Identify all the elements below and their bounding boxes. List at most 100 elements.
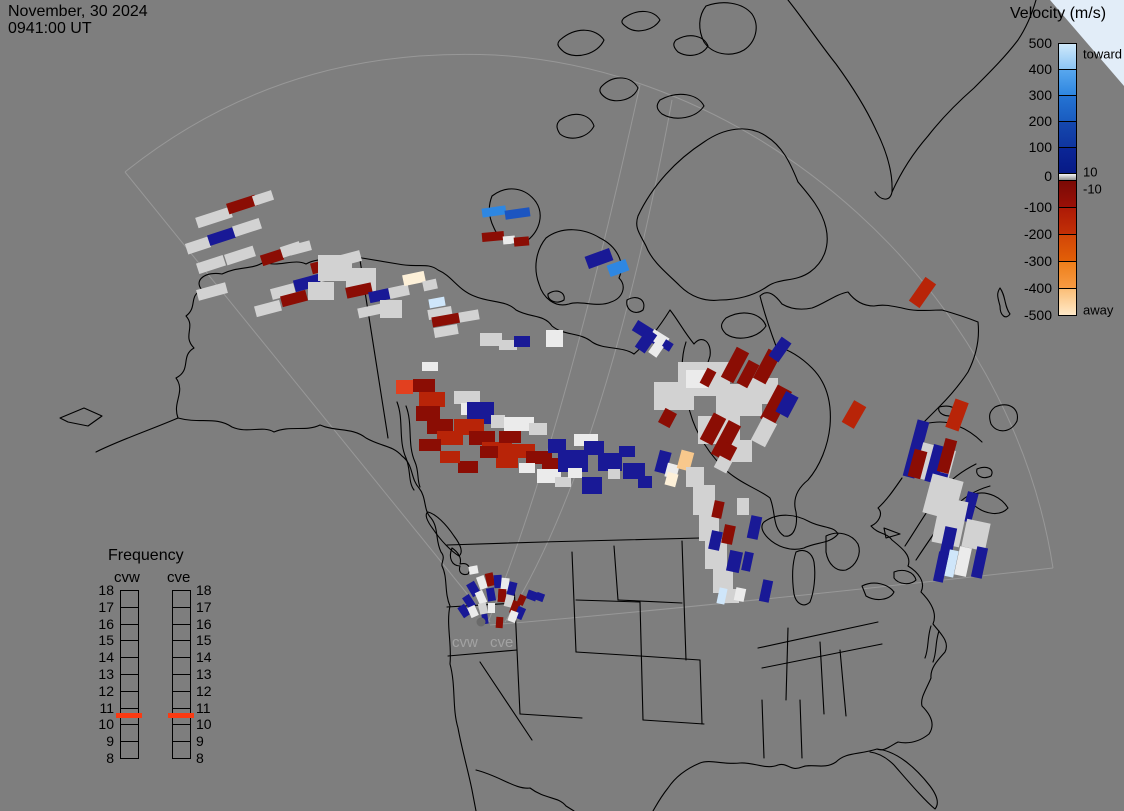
velocity-cell bbox=[548, 439, 566, 453]
velocity-cell bbox=[944, 549, 959, 578]
coastline-path bbox=[639, 601, 644, 721]
frequency-tick-label: 13 bbox=[196, 666, 212, 682]
date-line: November, 30 2024 bbox=[8, 3, 148, 20]
colorbar-segment bbox=[1059, 96, 1076, 122]
velocity-cell bbox=[419, 392, 445, 407]
colorbar-tick-label: -200 bbox=[1023, 226, 1052, 242]
velocity-cell bbox=[664, 471, 679, 488]
velocity-cell bbox=[433, 323, 459, 339]
velocity-cell bbox=[555, 477, 571, 487]
velocity-cell bbox=[419, 439, 441, 451]
velocity-cell bbox=[458, 461, 478, 473]
velocity-cell bbox=[269, 283, 297, 300]
coastline-path bbox=[642, 719, 705, 725]
coastline-path bbox=[891, 0, 1037, 193]
velocity-cell bbox=[308, 282, 334, 300]
colorbar-tick-label: 0 bbox=[1044, 168, 1052, 184]
velocity-cell bbox=[259, 248, 285, 267]
colorbar-segment bbox=[1059, 44, 1076, 70]
frequency-tick-label: 10 bbox=[98, 716, 114, 733]
coastline-path bbox=[95, 417, 179, 453]
velocity-cell bbox=[396, 380, 413, 394]
velocity-cell bbox=[619, 446, 635, 457]
velocity-cell bbox=[457, 603, 471, 619]
frequency-legend-title: Frequency bbox=[108, 547, 184, 564]
coastline-path bbox=[893, 569, 917, 585]
coastline-path bbox=[924, 625, 932, 659]
coastline-path bbox=[575, 651, 641, 657]
coastline-path bbox=[699, 659, 703, 725]
velocity-cell bbox=[488, 603, 495, 613]
frequency-bar-segment bbox=[121, 641, 138, 659]
colorbar-title: Velocity (m/s) bbox=[1010, 5, 1107, 22]
velocity-cell bbox=[402, 270, 426, 287]
velocity-cell bbox=[477, 602, 489, 615]
velocity-cell bbox=[388, 284, 410, 299]
time-line: 0941:00 UT bbox=[8, 19, 92, 37]
velocity-cell bbox=[476, 575, 488, 590]
velocity-cell bbox=[499, 431, 521, 443]
frequency-bar-segment bbox=[121, 725, 138, 743]
velocity-cell bbox=[768, 336, 792, 363]
radar-site-label-cvw: cvw bbox=[452, 634, 478, 651]
velocity-cell bbox=[716, 587, 728, 605]
velocity-cell bbox=[936, 438, 958, 474]
colorbar-zero-band-label: -10 bbox=[1083, 181, 1102, 197]
velocity-cell bbox=[568, 468, 582, 478]
velocity-cell bbox=[775, 391, 799, 418]
frequency-tick-label: 13 bbox=[98, 666, 114, 682]
velocity-cell bbox=[468, 565, 479, 575]
colorbar-tick-label: 300 bbox=[1028, 87, 1052, 103]
coastline-path bbox=[761, 643, 883, 669]
colorbar-tick-label: -100 bbox=[1023, 199, 1052, 215]
coastline-path bbox=[636, 128, 828, 301]
coastline-path bbox=[819, 641, 825, 715]
velocity-cell bbox=[931, 496, 969, 548]
velocity-cell bbox=[506, 581, 518, 596]
radar-site-dot bbox=[476, 617, 486, 627]
frequency-marker-cvw bbox=[116, 713, 142, 718]
frequency-tick-label: 17 bbox=[196, 598, 212, 615]
map-corner-triangle bbox=[1050, 0, 1124, 86]
coastline-path bbox=[792, 549, 816, 606]
coastline-path bbox=[681, 540, 687, 661]
colorbar-segment bbox=[1059, 181, 1076, 208]
coastline-path bbox=[799, 699, 803, 759]
frequency-tick-label: 12 bbox=[196, 682, 212, 699]
velocity-cell bbox=[497, 588, 507, 603]
velocity-cell bbox=[908, 276, 937, 309]
velocity-cell bbox=[708, 530, 723, 551]
velocity-cell bbox=[713, 567, 733, 593]
velocity-cell bbox=[542, 458, 560, 470]
coastline-path bbox=[652, 477, 947, 811]
frequency-tick-label: 16 bbox=[196, 615, 212, 632]
velocity-cell bbox=[970, 546, 989, 579]
coastline-path bbox=[177, 417, 444, 567]
velocity-cell bbox=[606, 258, 630, 278]
coastline-path bbox=[535, 229, 624, 306]
coastline-path bbox=[446, 537, 701, 546]
velocity-cell bbox=[454, 391, 480, 404]
coastline-path bbox=[617, 599, 683, 604]
colorbar-segment bbox=[1059, 174, 1076, 181]
coastline-path bbox=[621, 10, 661, 32]
frequency-tick-label: 9 bbox=[106, 733, 114, 750]
frequency-bar-segment bbox=[121, 692, 138, 709]
velocity-cell bbox=[741, 551, 754, 572]
colorbar-segment bbox=[1059, 262, 1076, 289]
coastline-path bbox=[825, 532, 860, 571]
velocity-cell bbox=[224, 245, 256, 266]
colorbar-segment bbox=[1059, 70, 1076, 96]
velocity-cell bbox=[711, 500, 725, 519]
frequency-tick-label: 17 bbox=[98, 598, 114, 615]
velocity-cell bbox=[750, 416, 778, 448]
velocity-cell bbox=[495, 616, 504, 629]
coastline-path bbox=[699, 2, 757, 55]
velocity-cell bbox=[469, 431, 495, 445]
frequency-tick-label: 14 bbox=[196, 649, 212, 666]
coastline-path bbox=[720, 312, 767, 339]
velocity-cell bbox=[725, 549, 744, 574]
velocity-cell bbox=[758, 579, 774, 603]
velocity-cell bbox=[226, 194, 258, 215]
coastline-path bbox=[757, 621, 879, 649]
